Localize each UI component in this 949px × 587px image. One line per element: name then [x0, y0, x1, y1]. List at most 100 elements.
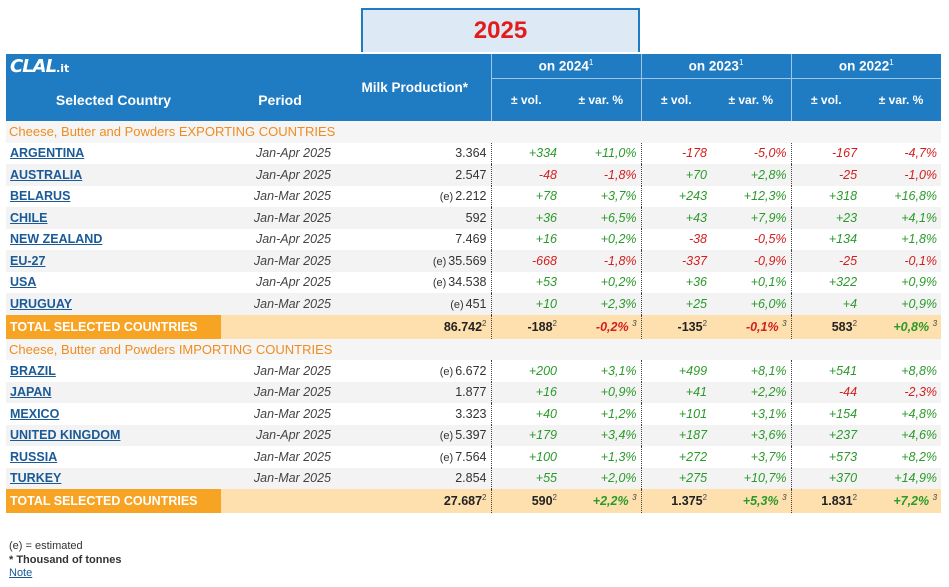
estimated-note: (e) = estimated — [9, 540, 83, 552]
var-2023-cell: +0,1% — [711, 271, 792, 293]
var-2023-cell: +3,1% — [711, 403, 792, 425]
var-2024-cell: +2,3% — [561, 293, 642, 315]
vol-2023-cell: +275 — [641, 467, 712, 489]
var-2024-cell: +3,7% — [561, 185, 642, 207]
country-link[interactable]: TURKEY — [10, 471, 62, 486]
period-cell: Jan-Apr 2025 — [221, 142, 339, 164]
vol-2024-cell: +55 — [490, 467, 561, 489]
milk-cell: (e) 6.672 — [339, 360, 491, 382]
table-row: UNITED KINGDOM Jan-Apr 2025 (e) 5.397 +17… — [6, 424, 942, 446]
total-vol-2023: -1352 — [641, 314, 712, 339]
var-2024-cell: +0,2% — [561, 271, 642, 293]
var-header: ± var. % — [861, 78, 942, 121]
total-milk: 86.7422 — [339, 314, 491, 339]
var-2022-cell: +1,8% — [861, 228, 942, 250]
country-link[interactable]: JAPAN — [10, 385, 52, 400]
var-2024-cell: +1,3% — [561, 446, 642, 468]
country-link[interactable]: EU-27 — [10, 253, 46, 268]
table-row: RUSSIA Jan-Mar 2025 (e) 7.564 +100 +1,3% … — [6, 446, 942, 468]
vol-2024-cell: +334 — [490, 142, 561, 164]
period-cell: Jan-Mar 2025 — [221, 185, 339, 207]
vol-2022-cell: +322 — [791, 271, 862, 293]
period-cell: Jan-Mar 2025 — [221, 207, 339, 229]
milk-cell: 592 — [339, 207, 491, 229]
country-link[interactable]: BELARUS — [10, 189, 71, 204]
vol-2023-cell: +25 — [641, 293, 712, 315]
vol-2023-cell: -38 — [641, 228, 712, 250]
country-link[interactable]: CHILE — [10, 210, 48, 225]
var-2022-cell: -4,7% — [861, 142, 942, 164]
table-row: CHILE Jan-Mar 2025 592 +36 +6,5% +43 +7,… — [6, 207, 942, 229]
var-2024-cell: -1,8% — [561, 164, 642, 186]
var-2024-cell: +0,9% — [561, 381, 642, 403]
note-link[interactable]: Note — [9, 567, 33, 579]
country-link[interactable]: MEXICO — [10, 406, 60, 421]
country-link[interactable]: ARGENTINA — [10, 146, 85, 161]
period-cell: Jan-Mar 2025 — [221, 293, 339, 315]
vol-2024-cell: +16 — [490, 228, 561, 250]
country-link[interactable]: URUGUAY — [10, 296, 73, 311]
var-header: ± var. % — [711, 78, 792, 121]
var-2023-cell: +7,9% — [711, 207, 792, 229]
vol-2023-cell: +243 — [641, 185, 712, 207]
milk-cell: 7.469 — [339, 228, 491, 250]
vol-2024-cell: +200 — [490, 360, 561, 382]
total-var-2024: -0,2% 3 — [561, 314, 642, 339]
milk-production-table: CLAL.it Milk Production* on 20241 on 202… — [6, 54, 942, 513]
country-link[interactable]: NEW ZEALAND — [10, 232, 103, 247]
var-2024-cell: +1,2% — [561, 403, 642, 425]
milk-cell: 1.877 — [339, 381, 491, 403]
var-2022-cell: +16,8% — [861, 185, 942, 207]
country-link[interactable]: AUSTRALIA — [10, 167, 83, 182]
var-2023-cell: -0,5% — [711, 228, 792, 250]
var-2022-cell: +4,1% — [861, 207, 942, 229]
vol-2022-cell: +237 — [791, 424, 862, 446]
var-2022-cell: -2,3% — [861, 381, 942, 403]
var-2023-cell: -5,0% — [711, 142, 792, 164]
period-cell: Jan-Apr 2025 — [221, 271, 339, 293]
milk-cell: (e) 5.397 — [339, 424, 491, 446]
table-row: AUSTRALIA Jan-Apr 2025 2.547 -48 -1,8% +… — [6, 164, 942, 186]
var-2023-cell: +12,3% — [711, 185, 792, 207]
vol-2022-cell: +154 — [791, 403, 862, 425]
country-link[interactable]: BRAZIL — [10, 363, 56, 378]
period-cell: Jan-Mar 2025 — [221, 360, 339, 382]
vol-2022-cell: +23 — [791, 207, 862, 229]
table-row: NEW ZEALAND Jan-Apr 2025 7.469 +16 +0,2%… — [6, 228, 942, 250]
vol-2023-cell: +101 — [641, 403, 712, 425]
vol-2024-cell: +40 — [490, 403, 561, 425]
period-cell: Jan-Mar 2025 — [221, 250, 339, 272]
vol-2022-cell: -25 — [791, 250, 862, 272]
vol-2024-cell: -668 — [490, 250, 561, 272]
table-row: EU-27 Jan-Mar 2025 (e) 35.569 -668 -1,8% … — [6, 250, 942, 272]
table-row: JAPAN Jan-Mar 2025 1.877 +16 +0,9% +41 +… — [6, 381, 942, 403]
total-row: TOTAL SELECTED COUNTRIES 27.6872 5902 +2… — [6, 489, 942, 513]
year-title: 2025 — [361, 8, 640, 52]
var-2024-cell: +0,2% — [561, 228, 642, 250]
country-link[interactable]: USA — [10, 275, 37, 290]
country-link[interactable]: UNITED KINGDOM — [10, 428, 121, 443]
vol-header: ± vol. — [490, 78, 561, 121]
total-vol-2024: -1882 — [490, 314, 561, 339]
vol-2022-cell: +573 — [791, 446, 862, 468]
vol-2023-cell: +187 — [641, 424, 712, 446]
country-link[interactable]: RUSSIA — [10, 449, 58, 464]
milk-cell: (e) 2.212 — [339, 185, 491, 207]
milk-cell: 3.364 — [339, 142, 491, 164]
vol-2023-cell: +499 — [641, 360, 712, 382]
var-2022-cell: +14,9% — [861, 467, 942, 489]
vol-2022-cell: +318 — [791, 185, 862, 207]
milk-cell: (e) 451 — [339, 293, 491, 315]
total-row: TOTAL SELECTED COUNTRIES 86.7422 -1882 -… — [6, 314, 942, 339]
vol-header: ± vol. — [640, 78, 712, 121]
var-2023-cell: +10,7% — [711, 467, 792, 489]
vol-2023-cell: +41 — [641, 381, 712, 403]
table-row: ARGENTINA Jan-Apr 2025 3.364 +334 +11,0%… — [6, 142, 942, 164]
total-vol-2024: 5902 — [490, 489, 561, 513]
table-row: URUGUAY Jan-Mar 2025 (e) 451 +10 +2,3% +2… — [6, 293, 942, 315]
period-cell: Jan-Mar 2025 — [221, 403, 339, 425]
clal-logo[interactable]: CLAL.it — [6, 54, 221, 79]
vol-2023-cell: +36 — [641, 271, 712, 293]
vol-2023-cell: +272 — [641, 446, 712, 468]
period-cell: Jan-Apr 2025 — [221, 228, 339, 250]
